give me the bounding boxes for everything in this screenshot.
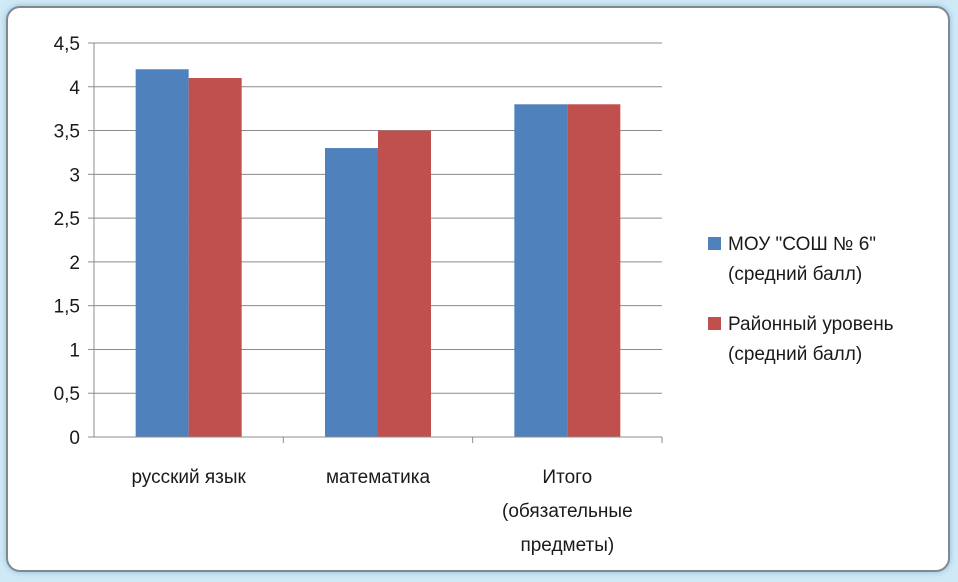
legend-label: Районный уровень (средний балл) [728, 314, 894, 365]
category-label: математика [326, 467, 431, 488]
chart-frame: 0 0,5 1 1,5 2 2,5 3 3,5 4 4,5 русский язык математ… [6, 6, 950, 572]
y-tick-labels: 0 0,5 1 1,5 2 2,5 3 3,5 4 4,5 [54, 34, 81, 449]
y-tick-label: 4,5 [54, 34, 80, 55]
legend-label-line: МОУ "СОШ № 6" [728, 234, 876, 255]
bar [378, 130, 431, 438]
category-label-line: математика [326, 467, 431, 488]
bar [188, 78, 242, 438]
y-tick-label: 3,5 [54, 122, 80, 143]
y-tick-label: 3 [69, 165, 80, 186]
y-tick-label: 4 [69, 78, 80, 99]
category-label-line: (обязательные [502, 501, 633, 522]
legend-label-line: (средний балл) [728, 344, 862, 365]
category-label-line: Итого [542, 467, 592, 488]
category-labels: русский язык математика Итого (обязательные… [131, 467, 632, 556]
bars [135, 69, 621, 438]
y-tick-label: 0 [69, 428, 80, 449]
category-label-line: предметы) [520, 535, 614, 556]
category-label: русский язык [131, 467, 246, 488]
bar [325, 148, 378, 438]
bar [514, 104, 568, 438]
legend-label-line: (средний балл) [728, 264, 862, 285]
y-tick-label: 0,5 [54, 384, 80, 405]
bar-chart: 0 0,5 1 1,5 2 2,5 3 3,5 4 4,5 русский язык математ… [54, 34, 894, 556]
bar [567, 104, 621, 438]
legend-swatch [708, 237, 721, 250]
bar [135, 69, 189, 437]
legend-swatch [708, 317, 721, 330]
axes [88, 42, 663, 443]
y-tick-label: 1,5 [54, 297, 80, 318]
y-tick-label: 2 [69, 253, 80, 274]
legend-label-line: Районный уровень [728, 314, 894, 335]
y-tick-label: 2,5 [54, 209, 80, 230]
y-tick-label: 1 [69, 340, 80, 361]
legend: МОУ "СОШ № 6" (средний балл)Районный уров… [708, 234, 894, 365]
category-label-line: русский язык [131, 467, 246, 488]
category-label: Итого (обязательные предметы) [502, 467, 633, 556]
legend-label: МОУ "СОШ № 6" (средний балл) [728, 234, 876, 285]
